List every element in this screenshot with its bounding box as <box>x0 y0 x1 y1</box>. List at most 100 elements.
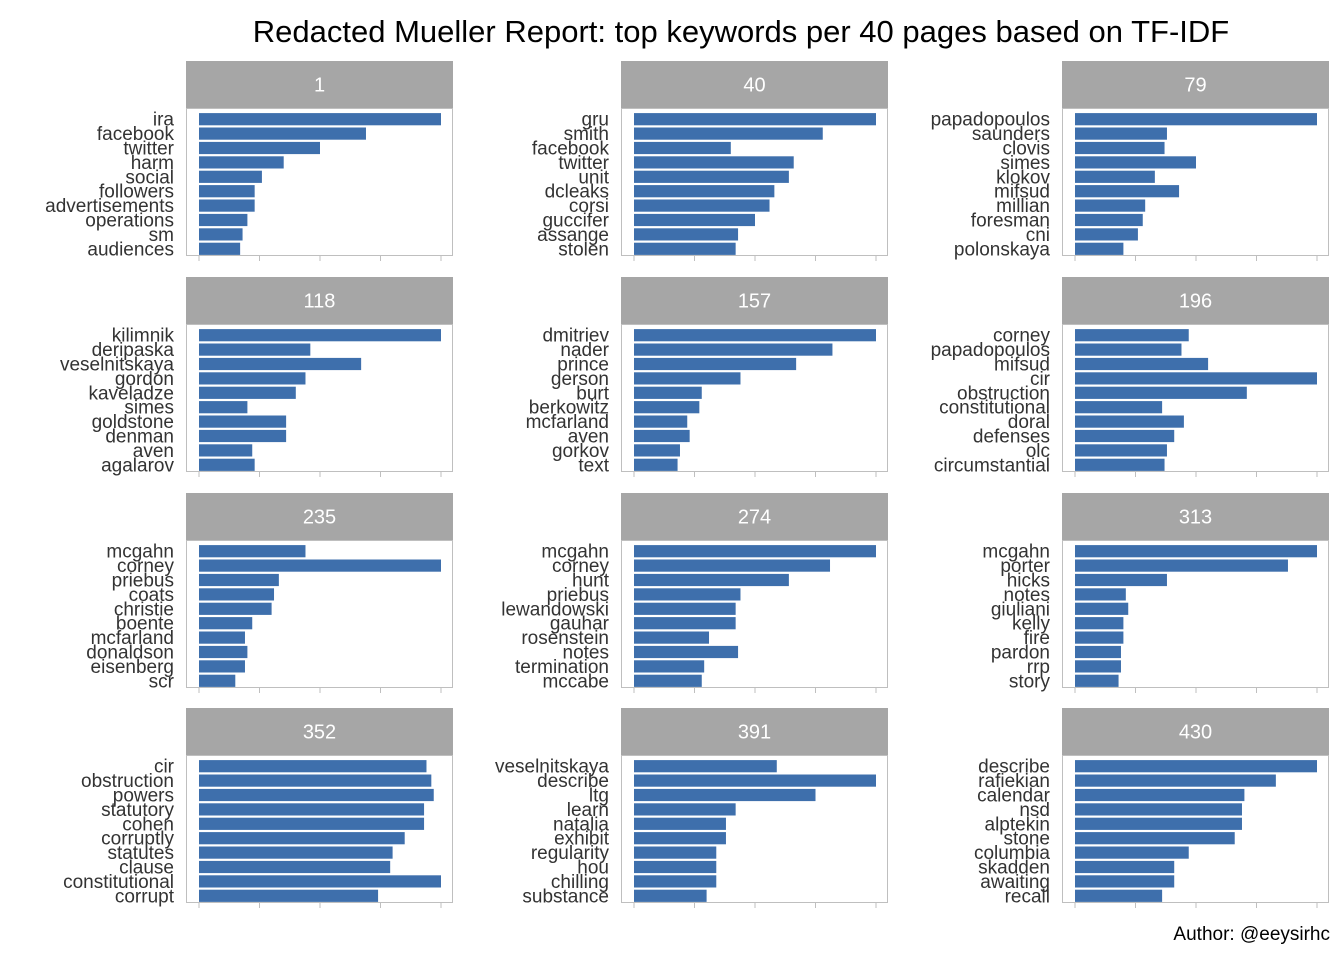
facet-40: 40 grusmithfacebooktwitterunitdcleakscors… <box>532 61 888 261</box>
bar-statutes <box>199 846 393 859</box>
bar-lewandowski <box>634 602 736 615</box>
bar-cir <box>199 760 427 773</box>
bar-simes <box>199 401 248 414</box>
bar-facebook <box>634 141 731 155</box>
facet-strip-label: 235 <box>303 507 336 529</box>
y-tick-label: donaldson <box>86 643 174 664</box>
facet-strip <box>1062 61 1329 108</box>
bar-text <box>634 458 678 471</box>
bar-corruptly <box>199 832 405 845</box>
bar-circumstantial <box>1075 458 1165 471</box>
y-tick-label: christie <box>114 599 174 620</box>
facet-strip-label: 430 <box>1179 722 1212 744</box>
bar-twitter <box>634 156 794 169</box>
y-tick-label: mcgahn <box>541 542 609 563</box>
y-tick-label: gorkov <box>552 441 610 462</box>
y-tick-label: operations <box>85 211 174 232</box>
bar-pardon <box>1075 645 1121 659</box>
bar-natalia <box>634 817 726 830</box>
facet-313: 313 mcgahnporterhicksnotesgiulianikellyfi… <box>982 493 1329 693</box>
facet-strip <box>1062 708 1329 755</box>
y-tick-label: powers <box>113 786 174 807</box>
y-tick-label: giuliani <box>991 599 1050 620</box>
y-tick-label: polonskaya <box>954 239 1051 260</box>
y-tick-label: gerson <box>551 369 609 390</box>
y-tick-label: burt <box>576 383 609 404</box>
facet-strip <box>1062 277 1329 324</box>
bar-corrupt <box>199 889 379 902</box>
bar-substance <box>634 889 707 902</box>
bar-mcgahn <box>634 545 876 558</box>
bar-corney <box>199 559 441 572</box>
bar-rafiekian <box>1075 774 1276 787</box>
facet-391: 391 veselnitskayadescribeltglearnnataliae… <box>495 708 888 908</box>
bar-corney <box>634 559 831 572</box>
bar-agalarov <box>199 458 255 471</box>
y-tick-label: mcfarland <box>526 412 609 433</box>
y-tick-label: gordon <box>115 369 174 390</box>
y-tick-label: millian <box>996 196 1050 217</box>
bar-ltg <box>634 788 816 802</box>
bar-stolen <box>634 242 736 255</box>
y-tick-label: priebus <box>547 585 609 606</box>
y-tick-label: cohen <box>122 814 174 835</box>
y-tick-label: kelly <box>1012 614 1051 635</box>
y-tick-label: skadden <box>978 858 1050 879</box>
bar-exhibit <box>634 832 726 845</box>
bar-mcfarland <box>634 415 688 428</box>
y-tick-label: notes <box>563 643 609 664</box>
bar-aven <box>634 429 690 443</box>
bar-followers <box>199 185 255 198</box>
facet-1: 1 irafacebooktwitterharmsocialfollowersad… <box>45 61 453 261</box>
y-tick-label: unit <box>578 167 609 188</box>
y-tick-label: berkowitz <box>529 398 609 419</box>
bar-powers <box>199 788 434 802</box>
bar-mcfarland <box>199 631 245 644</box>
y-tick-label: regularity <box>531 843 610 864</box>
y-tick-label: substance <box>522 886 609 907</box>
y-tick-label: facebook <box>97 124 175 145</box>
bar-awaiting <box>1075 875 1175 888</box>
y-tick-label: papadopoulos <box>931 110 1050 131</box>
bar-corsi <box>634 199 770 212</box>
y-tick-label: ira <box>153 110 175 131</box>
bar-assange <box>634 228 739 241</box>
y-tick-label: natalia <box>553 814 609 835</box>
y-tick-label: nader <box>560 340 609 361</box>
bar-gerson <box>634 372 741 385</box>
y-tick-label: calendar <box>977 786 1051 807</box>
facet-strip-label: 79 <box>1184 75 1206 97</box>
y-tick-label: mcgahn <box>106 542 174 563</box>
facet-strip <box>186 277 453 324</box>
facet-strip <box>621 493 888 540</box>
y-tick-label: mccabe <box>542 671 609 692</box>
bar-story <box>1075 674 1119 687</box>
bar-deripaska <box>199 343 311 356</box>
y-tick-label: deripaska <box>92 340 175 361</box>
y-tick-label: aven <box>133 441 174 462</box>
bar-papadopoulos <box>1075 113 1317 126</box>
y-tick-label: agalarov <box>101 455 174 476</box>
y-tick-label: doral <box>1008 412 1050 433</box>
y-tick-label: veselnitskaya <box>60 355 174 376</box>
y-tick-label: cni <box>1026 225 1050 246</box>
y-tick-label: obstruction <box>81 771 174 792</box>
y-tick-label: notes <box>1004 585 1050 606</box>
y-tick-label: gauhar <box>550 614 610 635</box>
facet-strip-label: 352 <box>303 722 336 744</box>
bar-smith <box>634 127 823 140</box>
y-tick-label: rrp <box>1027 657 1050 678</box>
y-tick-label: aven <box>568 427 609 448</box>
y-tick-label: hou <box>577 858 609 879</box>
bar-describe <box>634 774 876 787</box>
bar-papadopoulos <box>1075 343 1182 356</box>
bar-operations <box>199 213 248 227</box>
bar-foresman <box>1075 213 1143 227</box>
bar-berkowitz <box>634 401 700 414</box>
bar-boente <box>199 617 253 630</box>
bar-stone <box>1075 832 1235 845</box>
bar-termination <box>634 660 705 673</box>
bar-defenses <box>1075 429 1175 443</box>
facet-strip-label: 157 <box>738 291 771 313</box>
